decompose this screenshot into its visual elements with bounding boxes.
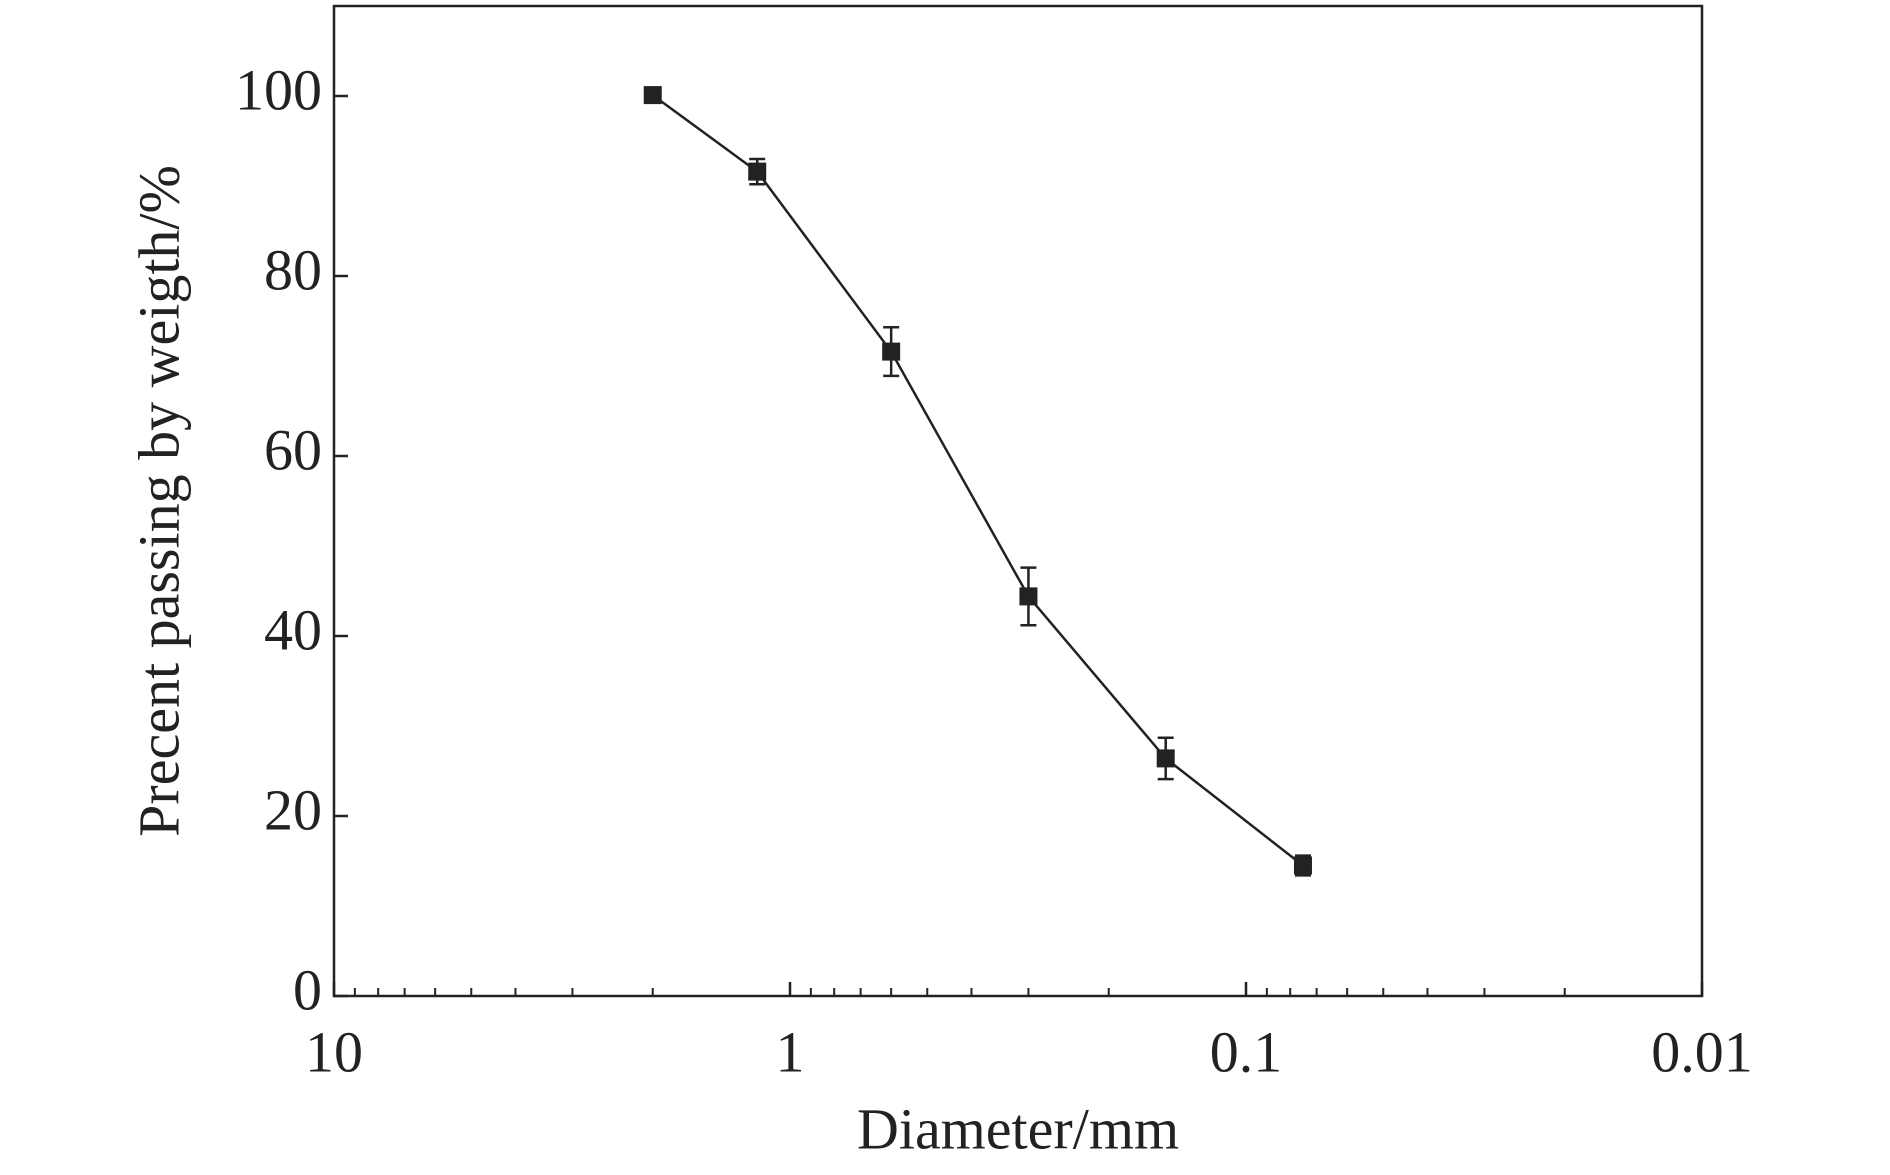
data-point [1293, 856, 1312, 875]
y-axis-label: Precent passing by weigth/% [126, 165, 191, 837]
series-line [651, 94, 1304, 867]
y-tick-label: 0 [293, 957, 322, 1022]
y-tick-label: 80 [264, 237, 322, 302]
x-axis-label: Diameter/mm [857, 1096, 1179, 1161]
x-tick-label: 10 [305, 1019, 363, 1084]
y-tick-label: 40 [264, 597, 322, 662]
plot-frame [332, 4, 1704, 998]
data-point [1156, 749, 1175, 768]
x-tick-label: 1 [776, 1019, 805, 1084]
x-tick-label: 0.1 [1210, 1019, 1283, 1084]
x-tick-label: 0.01 [1651, 1019, 1753, 1084]
data-point [748, 162, 767, 181]
y-tick-label: 20 [264, 777, 322, 842]
y-tick-label: 60 [264, 417, 322, 482]
data-point [643, 86, 662, 105]
data-point [882, 342, 901, 361]
y-tick-label: 100 [235, 57, 322, 122]
data-point [1019, 587, 1038, 606]
